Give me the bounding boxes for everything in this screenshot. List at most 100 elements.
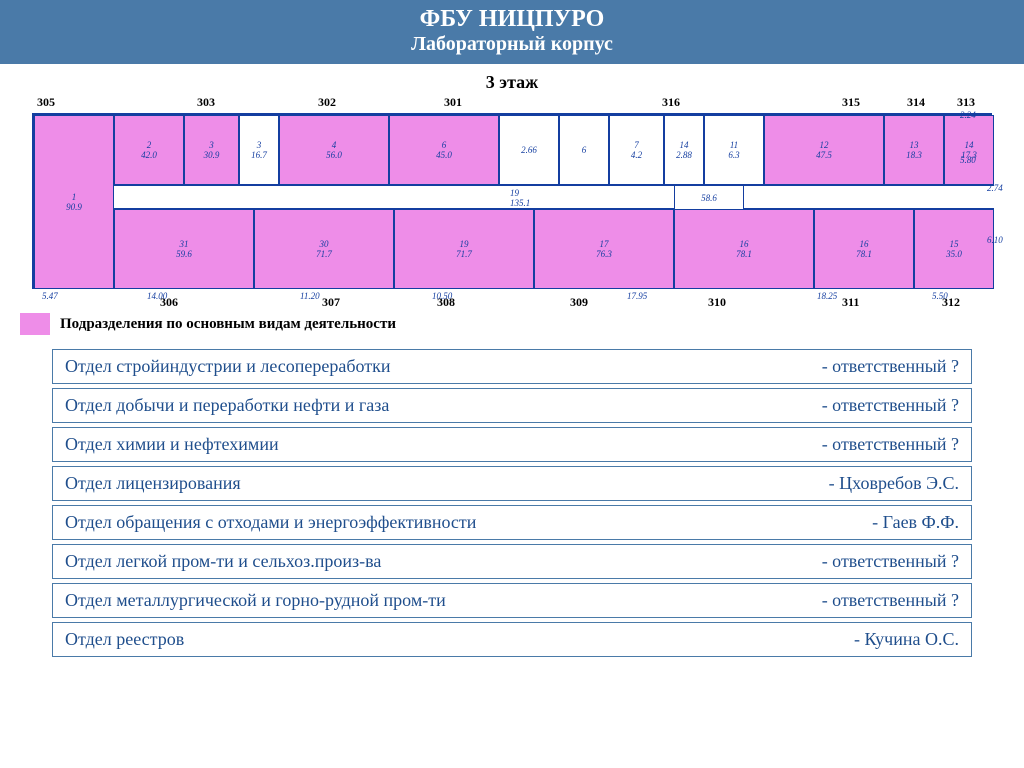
corridor: 19 135.1 [114, 185, 994, 209]
room-label: 16 78.1 [736, 239, 752, 259]
room: 11 6.3 [704, 115, 764, 185]
room-number: 314 [907, 95, 925, 110]
corridor-label: 19 135.1 [510, 188, 530, 208]
dimension-label: 5.50 [932, 291, 948, 301]
room-label: 30 71.7 [316, 239, 332, 259]
department-row: Отдел химии и нефтехимии- ответственный … [52, 427, 972, 462]
department-responsible: - ответственный ? [822, 590, 959, 611]
room-label: 11 6.3 [728, 140, 739, 160]
room-label: 15 35.0 [946, 239, 962, 259]
room-number: 315 [842, 95, 860, 110]
department-row: Отдел добычи и переработки нефти и газа-… [52, 388, 972, 423]
room-label: 13 18.3 [906, 140, 922, 160]
room-label: 2.66 [521, 145, 537, 155]
room-label: 12 47.5 [816, 140, 832, 160]
department-row: Отдел стройиндустрии и лесопереработки- … [52, 349, 972, 384]
room-number: 311 [842, 295, 859, 310]
room-label: 58.6 [701, 193, 717, 203]
room: 4 56.0 [279, 115, 389, 185]
room: 6 [559, 115, 609, 185]
room-label: 17 76.3 [596, 239, 612, 259]
room-number: 309 [570, 295, 588, 310]
department-row: Отдел реестров- Кучина О.С. [52, 622, 972, 657]
department-name: Отдел реестров [65, 629, 854, 650]
dimension-label: 18.25 [817, 291, 837, 301]
room-number: 301 [444, 95, 462, 110]
dimension-label: 5.47 [42, 291, 58, 301]
department-row: Отдел легкой пром-ти и сельхоз.произ-ва-… [52, 544, 972, 579]
room-label: 1 90.9 [66, 192, 82, 212]
header-title: ФБУ НИЦПУРО [0, 6, 1024, 33]
legend-swatch [20, 313, 50, 335]
room: 30 71.7 [254, 209, 394, 289]
room: 31 59.6 [114, 209, 254, 289]
department-name: Отдел лицензирования [65, 473, 829, 494]
legend-text: Подразделения по основным видам деятельн… [60, 316, 396, 333]
room: 2 42.0 [114, 115, 184, 185]
department-row: Отдел обращения с отходами и энергоэффек… [52, 505, 972, 540]
room-label: 6 [582, 145, 587, 155]
dimension-label: 14.00 [147, 291, 167, 301]
dimension-label: 2.24 [960, 110, 976, 120]
room: 3 30.9 [184, 115, 239, 185]
room-label: 4 56.0 [326, 140, 342, 160]
dimension-label: 17.95 [627, 291, 647, 301]
room-number: 303 [197, 95, 215, 110]
department-name: Отдел химии и нефтехимии [65, 434, 822, 455]
room: 12 47.5 [764, 115, 884, 185]
dimension-label: 6.10 [987, 235, 1003, 245]
room: 16 78.1 [674, 209, 814, 289]
room-label: 3 16.7 [251, 140, 267, 160]
department-name: Отдел добычи и переработки нефти и газа [65, 395, 822, 416]
room-number: 302 [318, 95, 336, 110]
room: 3 16.7 [239, 115, 279, 185]
legend: Подразделения по основным видам деятельн… [20, 313, 1024, 335]
room: 14 17.3 [944, 115, 994, 185]
department-row: Отдел лицензирования- Цховребов Э.С. [52, 466, 972, 501]
room-number: 313 [957, 95, 975, 110]
room: 15 35.0 [914, 209, 994, 289]
department-name: Отдел стройиндустрии и лесопереработки [65, 356, 822, 377]
department-responsible: - Цховребов Э.С. [829, 473, 959, 494]
room-label: 2 42.0 [141, 140, 157, 160]
room: 7 4.2 [609, 115, 664, 185]
department-responsible: - Гаев Ф.Ф. [872, 512, 959, 533]
room: 14 2.88 [664, 115, 704, 185]
department-responsible: - ответственный ? [822, 434, 959, 455]
department-responsible: - Кучина О.С. [854, 629, 959, 650]
room-label: 14 2.88 [676, 140, 692, 160]
room: 13 18.3 [884, 115, 944, 185]
department-name: Отдел металлургической и горно-рудной пр… [65, 590, 822, 611]
room-number: 305 [37, 95, 55, 110]
floor-plan: 305 303 302 301 316 315 314 313 1 90.9 2 42.0 3 3… [22, 95, 1002, 305]
department-name: Отдел легкой пром-ти и сельхоз.произ-ва [65, 551, 822, 572]
room-number: 307 [322, 295, 340, 310]
room: 17 76.3 [534, 209, 674, 289]
room-label: 31 59.6 [176, 239, 192, 259]
header-subtitle: Лабораторный корпус [0, 33, 1024, 56]
department-list: Отдел стройиндустрии и лесопереработки- … [52, 349, 972, 657]
room: 2.66 [499, 115, 559, 185]
room: 58.6 [674, 185, 744, 210]
department-responsible: - ответственный ? [822, 395, 959, 416]
dimension-label: 11.20 [300, 291, 320, 301]
room-label: 19 71.7 [456, 239, 472, 259]
room-label: 7 4.2 [631, 140, 642, 160]
department-name: Отдел обращения с отходами и энергоэффек… [65, 512, 872, 533]
room-label: 6 45.0 [436, 140, 452, 160]
floor-label: 3 этаж [0, 72, 1024, 93]
dimension-label: 2.74 [987, 183, 1003, 193]
plan-outline: 1 90.9 2 42.0 3 30.9 3 16.7 4 56.0 6 45.0 2.66… [32, 113, 992, 289]
room: 19 71.7 [394, 209, 534, 289]
room: 1 90.9 [34, 115, 114, 289]
department-responsible: - ответственный ? [822, 356, 959, 377]
room-number: 310 [708, 295, 726, 310]
header: ФБУ НИЦПУРО Лабораторный корпус [0, 0, 1024, 64]
room-label: 3 30.9 [204, 140, 220, 160]
room: 16 78.1 [814, 209, 914, 289]
dimension-label: 10.50 [432, 291, 452, 301]
dimension-label: 5.80 [960, 155, 976, 165]
room-number: 316 [662, 95, 680, 110]
department-responsible: - ответственный ? [822, 551, 959, 572]
room: 6 45.0 [389, 115, 499, 185]
